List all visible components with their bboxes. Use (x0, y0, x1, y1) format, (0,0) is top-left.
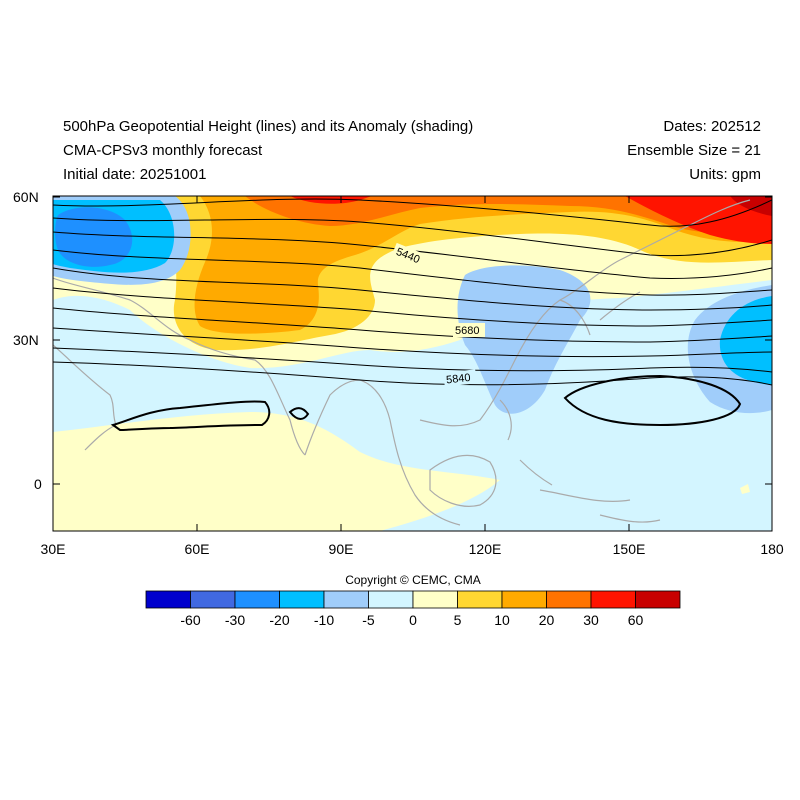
contour-line (53, 327, 772, 358)
coast-china (419, 259, 621, 427)
lon-label-120e: 120E (469, 541, 502, 557)
contour-labels: 5440 5680 5840 (391, 242, 485, 387)
lon-label-150e: 150E (613, 541, 646, 557)
coast-philippines (499, 399, 553, 486)
units-label: Units: gpm (689, 166, 761, 183)
title-line1: 500hPa Geopotential Height (lines) and i… (63, 118, 474, 135)
colorbar (145, 590, 681, 609)
contour-line (53, 347, 772, 373)
colorbar-box (501, 590, 547, 609)
coast-newguinea (539, 489, 661, 523)
colorbar-label: 60 (627, 612, 644, 628)
coast-indochina (359, 379, 461, 526)
lat-label-30n: 30N (13, 332, 39, 348)
shade-plus60 (730, 196, 772, 216)
contour-label-bg (391, 242, 425, 268)
colorbar-box (368, 590, 414, 609)
lat-label-0: 0 (34, 476, 42, 492)
map-frame (52, 195, 773, 532)
contour-line (53, 217, 772, 257)
initial-date: Initial date: 20251001 (63, 166, 207, 183)
colorbar-label: 5 (453, 612, 462, 628)
lon-label-30e: 30E (41, 541, 66, 557)
copyright: Copyright © CEMC, CMA (345, 573, 481, 587)
contour-line (53, 287, 772, 327)
colorbar-box (145, 590, 191, 609)
colorbar-label: -5 (362, 612, 375, 628)
lon-label-60e: 60E (185, 541, 210, 557)
shade-plus20 (245, 196, 772, 233)
contour-label-bg (443, 369, 477, 387)
colorbar-box (323, 590, 369, 609)
thick-contours (110, 374, 742, 432)
colorbar-box (190, 590, 236, 609)
contour-line (53, 198, 772, 227)
colorbar-box (234, 590, 280, 609)
colorbar-box (635, 590, 681, 609)
colorbar-box (457, 590, 503, 609)
contour-label-5680: 5680 (455, 325, 479, 337)
colorbar-label: 30 (583, 612, 599, 628)
colorbar-label: -30 (224, 612, 246, 628)
shade-positive-speck (740, 484, 750, 494)
colorbar-box (546, 590, 592, 609)
colorbar-box (279, 590, 325, 609)
contour-label-5840: 5840 (446, 372, 472, 386)
contour-line (53, 267, 772, 311)
contour-loop-arabia-india (110, 400, 271, 432)
title-line2: CMA-CPSv3 monthly forecast (63, 142, 263, 159)
lon-label-180: 180 (760, 541, 784, 557)
lon-label-90e: 90E (329, 541, 354, 557)
contour-label-bg (453, 323, 485, 337)
shade-minus10-pacific (719, 296, 772, 385)
colorbar-label: -60 (180, 612, 201, 628)
colorbar-box (590, 590, 636, 609)
shade-plus30-east (625, 196, 772, 244)
colorbar-box (412, 590, 458, 609)
colorbar-label: -10 (313, 612, 335, 628)
axis-ticks (53, 196, 772, 531)
contour-line (53, 231, 772, 279)
colorbar-label: -20 (269, 612, 290, 628)
coast-borneo (429, 454, 497, 507)
shade-plus10 (194, 196, 772, 334)
colorbar-label: 10 (494, 612, 510, 628)
contour-loop-subtropical-high (563, 374, 742, 427)
shade-plus30-west (290, 196, 372, 204)
colorbar-label: 0 (409, 612, 417, 628)
shade-positive-south (53, 412, 500, 531)
contour-line (53, 249, 772, 296)
contour-loop-bay-of-bengal (288, 407, 310, 420)
colorbar-label: 20 (538, 612, 555, 628)
coast-india (53, 277, 361, 456)
anomaly-shading (53, 196, 772, 531)
lat-label-60n: 60N (13, 189, 39, 205)
ensemble-size: Ensemble Size = 21 (627, 142, 761, 159)
forecast-dates: Dates: 202512 (663, 118, 761, 135)
